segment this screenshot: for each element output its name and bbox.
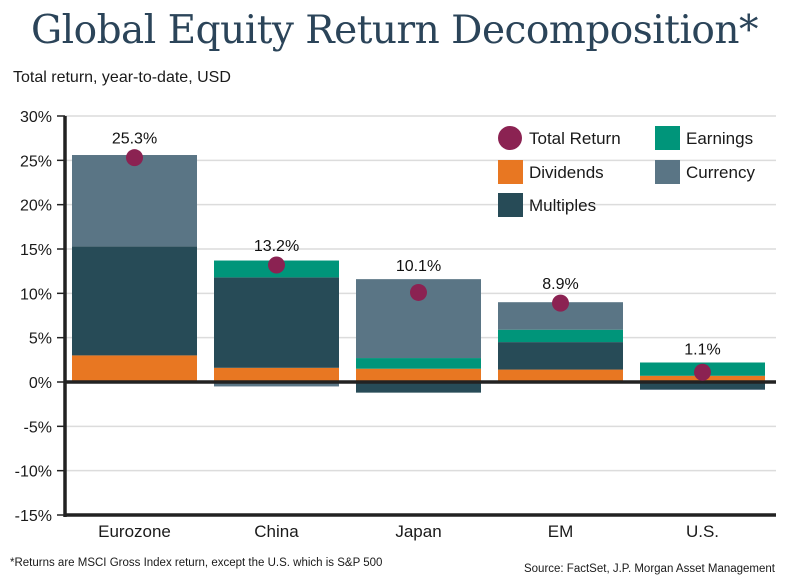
total-return-dot — [552, 294, 569, 312]
bar-segment-earnings — [498, 329, 623, 343]
total-return-label: 1.1% — [684, 341, 720, 358]
y-tick-label: 30% — [20, 109, 52, 126]
total-return-label: 25.3% — [112, 131, 157, 148]
total-return-dot — [268, 256, 285, 274]
bar-segment-currency — [72, 155, 197, 247]
legend-swatch-icon — [498, 160, 523, 184]
x-category-label: Japan — [395, 522, 441, 541]
bar-segment-dividends — [498, 369, 623, 382]
x-category-label: Eurozone — [98, 522, 171, 541]
y-tick-label: -5% — [24, 419, 52, 436]
legend-label: Multiples — [529, 196, 596, 215]
y-tick-label: 15% — [20, 242, 52, 259]
legend-label: Dividends — [529, 163, 604, 182]
y-tick-label: 0% — [29, 375, 52, 392]
y-tick-label: 20% — [20, 198, 52, 215]
legend-item-currency: Currency — [655, 160, 755, 184]
bar-segment-multiples — [356, 382, 481, 393]
legend-swatch-icon — [655, 126, 680, 150]
x-category-label: China — [254, 522, 299, 541]
legend-item-multiples: Multiples — [498, 193, 596, 217]
bar-segment-multiples — [640, 382, 765, 390]
total-return-label: 13.2% — [254, 238, 299, 255]
total-return-label: 8.9% — [542, 276, 578, 293]
y-tick-label: 25% — [20, 153, 52, 170]
legend-label: Earnings — [686, 129, 753, 148]
legend-item-total-return: Total Return — [498, 126, 621, 150]
x-category-label: EM — [548, 522, 574, 541]
chart-title: Global Equity Return Decomposition* — [30, 8, 759, 53]
legend-label: Total Return — [529, 129, 621, 148]
total-return-markers — [126, 149, 711, 381]
legend-label: Currency — [686, 163, 755, 182]
legend-circle-icon — [498, 126, 522, 150]
legend: Total Return Earnings Dividends Currency Mul… — [498, 126, 755, 217]
axes: 30% 25% 20% 15% 10% 5% 0% -5% -10% -15% Eurozone Ch… — [15, 109, 776, 541]
total-return-label: 10.1% — [396, 258, 441, 275]
y-tick-label: -10% — [15, 464, 52, 481]
footnote: *Returns are MSCI Gross Index return, ex… — [10, 557, 383, 569]
chart-subtitle: Total return, year-to-date, USD — [13, 69, 231, 86]
bar-segment-dividends — [72, 355, 197, 382]
bar-segment-currency — [640, 389, 765, 390]
total-return-dot — [694, 363, 711, 381]
bar-segment-multiples — [214, 277, 339, 368]
legend-swatch-icon — [655, 160, 680, 184]
bars — [72, 155, 765, 393]
total-return-dot — [410, 283, 427, 301]
bar-segment-earnings — [356, 358, 481, 369]
y-tick-label: 10% — [20, 286, 52, 303]
y-tick-label: -15% — [15, 508, 52, 525]
total-return-dot — [126, 149, 143, 167]
legend-item-dividends: Dividends — [498, 160, 604, 184]
data-labels: 25.3% 13.2% 10.1% 8.9% 1.1% — [112, 131, 721, 359]
bar-segment-currency — [214, 382, 339, 387]
bar-segment-multiples — [72, 246, 197, 356]
legend-swatch-icon — [498, 193, 523, 217]
y-tick-label: 5% — [29, 331, 52, 348]
bar-segment-multiples — [498, 342, 623, 370]
bar-segment-dividends — [214, 367, 339, 382]
legend-item-earnings: Earnings — [655, 126, 753, 150]
bar-segment-dividends — [356, 368, 481, 382]
x-category-label: U.S. — [686, 522, 719, 541]
source-note: Source: FactSet, J.P. Morgan Asset Manag… — [523, 563, 775, 575]
